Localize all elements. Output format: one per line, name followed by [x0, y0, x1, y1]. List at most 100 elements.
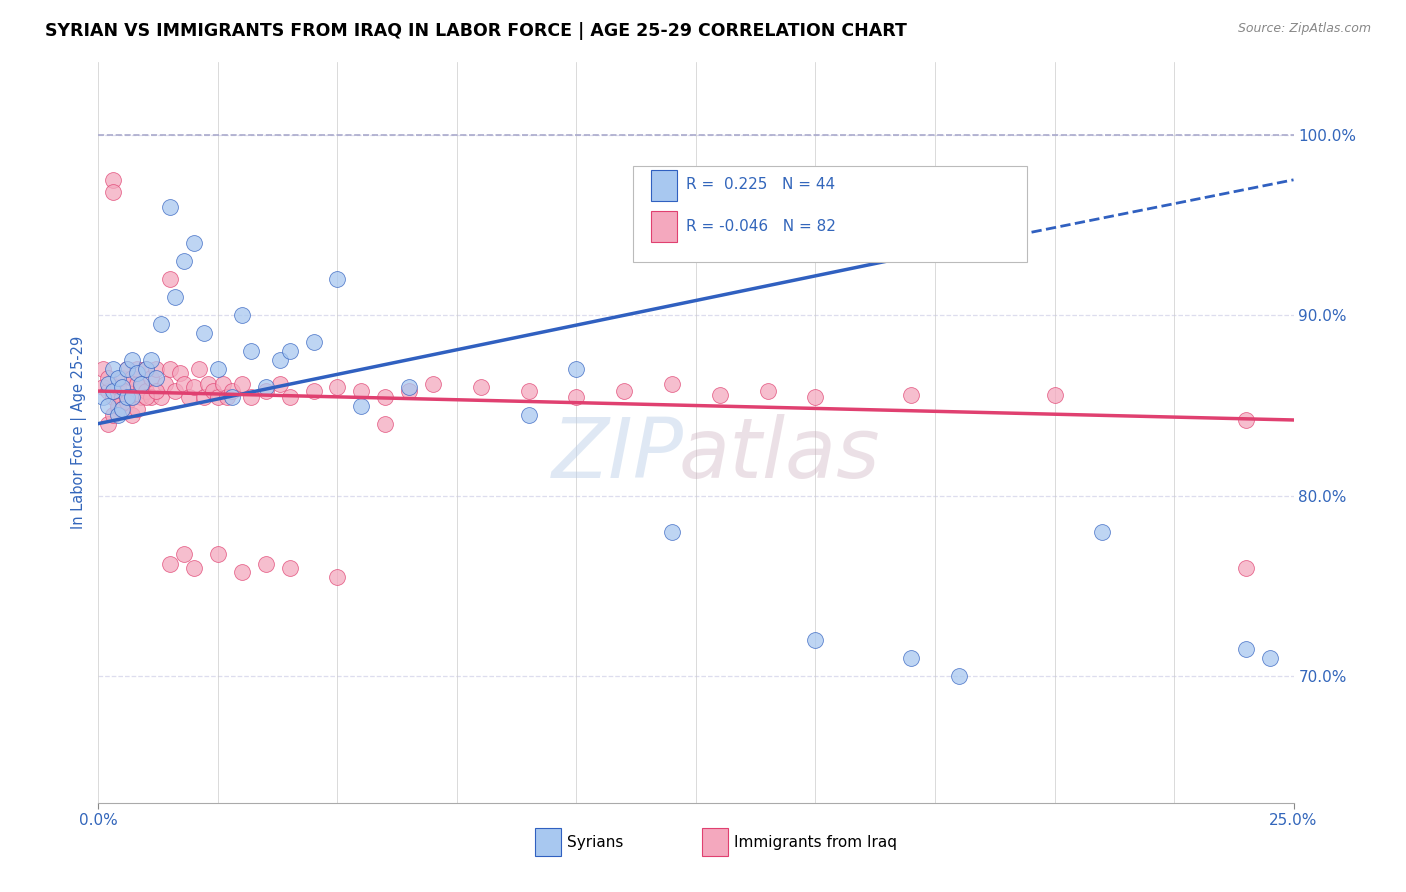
Point: [1234, 642, 1257, 657]
Point: [125, 362, 148, 376]
Point: [202, 384, 225, 398]
Point: [709, 387, 731, 401]
Point: [1234, 561, 1257, 575]
Point: [470, 380, 492, 394]
Point: [398, 380, 420, 394]
Point: [107, 408, 129, 422]
Point: [254, 384, 277, 398]
Text: SYRIAN VS IMMIGRANTS FROM IRAQ IN LABOR FORCE | AGE 25-29 CORRELATION CHART: SYRIAN VS IMMIGRANTS FROM IRAQ IN LABOR …: [45, 22, 907, 40]
Point: [111, 380, 134, 394]
Point: [398, 384, 420, 398]
Point: [101, 408, 124, 422]
Point: [107, 380, 129, 394]
Point: [135, 384, 157, 398]
Point: [91, 380, 114, 394]
Point: [517, 408, 540, 422]
Point: [163, 384, 186, 398]
Point: [115, 390, 138, 404]
Point: [159, 200, 181, 214]
Point: [91, 390, 114, 404]
Text: Source: ZipAtlas.com: Source: ZipAtlas.com: [1237, 22, 1371, 36]
Point: [197, 376, 219, 391]
Point: [756, 384, 779, 398]
Point: [139, 353, 162, 368]
Point: [101, 384, 124, 398]
Point: [155, 376, 177, 391]
Point: [97, 417, 120, 431]
Point: [107, 399, 129, 413]
Point: [240, 390, 263, 404]
Point: [135, 362, 157, 376]
Point: [1234, 413, 1257, 427]
Point: [900, 387, 922, 401]
Point: [121, 371, 143, 385]
Point: [278, 344, 301, 359]
Point: [269, 353, 291, 368]
Point: [565, 390, 588, 404]
Bar: [651, 211, 676, 243]
Text: ZIP: ZIP: [553, 414, 685, 495]
Point: [135, 390, 157, 404]
Point: [115, 362, 138, 376]
Point: [193, 390, 215, 404]
Point: [145, 384, 167, 398]
Point: [121, 390, 143, 404]
Point: [948, 669, 970, 683]
Point: [193, 326, 215, 341]
Point: [183, 561, 205, 575]
Point: [374, 417, 396, 431]
Point: [111, 390, 134, 404]
Point: [135, 362, 157, 376]
Point: [374, 390, 396, 404]
Point: [131, 380, 153, 394]
Point: [326, 272, 349, 286]
Point: [121, 408, 143, 422]
Point: [169, 366, 191, 380]
Point: [131, 376, 153, 391]
Point: [111, 402, 134, 417]
Point: [183, 235, 205, 250]
Point: [254, 558, 277, 572]
Point: [804, 390, 827, 404]
Text: Syrians: Syrians: [567, 835, 623, 850]
Point: [97, 376, 120, 391]
Point: [207, 547, 229, 561]
Point: [115, 384, 138, 398]
Point: [111, 371, 134, 385]
Point: [159, 362, 181, 376]
Point: [101, 390, 124, 404]
FancyBboxPatch shape: [633, 166, 1026, 262]
Text: R =  0.225   N = 44: R = 0.225 N = 44: [686, 178, 835, 192]
Point: [125, 376, 148, 391]
Point: [613, 384, 636, 398]
Point: [565, 362, 588, 376]
Point: [1091, 524, 1114, 539]
Bar: [651, 169, 676, 201]
Point: [240, 344, 263, 359]
Point: [221, 384, 243, 398]
Point: [231, 376, 253, 391]
Point: [183, 380, 205, 394]
Point: [207, 390, 229, 404]
Point: [900, 651, 922, 665]
Point: [422, 376, 444, 391]
Point: [217, 390, 239, 404]
Point: [159, 558, 181, 572]
Point: [1043, 387, 1066, 401]
Text: atlas: atlas: [679, 414, 880, 495]
Bar: [702, 828, 728, 856]
Point: [97, 371, 120, 385]
Point: [302, 335, 325, 350]
Point: [179, 390, 201, 404]
Point: [326, 380, 349, 394]
Point: [97, 399, 120, 413]
Point: [107, 402, 129, 417]
Point: [159, 272, 181, 286]
Point: [101, 186, 124, 200]
Point: [231, 308, 253, 322]
Point: [125, 402, 148, 417]
Point: [1258, 651, 1281, 665]
Point: [221, 390, 243, 404]
Point: [145, 362, 167, 376]
Point: [91, 362, 114, 376]
